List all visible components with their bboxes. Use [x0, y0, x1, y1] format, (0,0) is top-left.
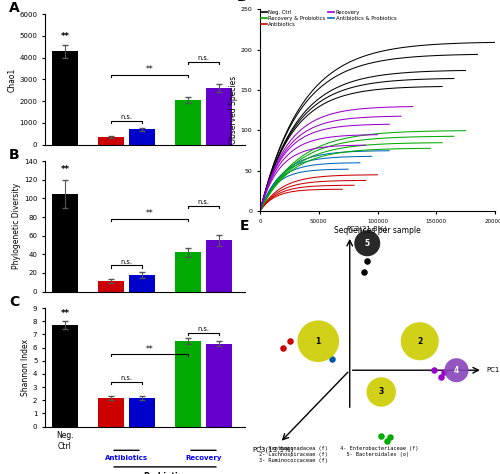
- Bar: [98, 281, 124, 292]
- Text: PC3(13.9%): PC3(13.9%): [252, 447, 294, 453]
- Text: **: **: [146, 209, 154, 218]
- Text: **: **: [146, 65, 154, 74]
- Text: **: **: [146, 345, 154, 354]
- Point: [437, 374, 445, 381]
- Text: n.s.: n.s.: [120, 259, 132, 265]
- Bar: [206, 240, 232, 292]
- Bar: [98, 137, 124, 145]
- Y-axis label: Shannon Index: Shannon Index: [21, 339, 30, 396]
- Bar: [129, 275, 155, 292]
- Y-axis label: Observed Species: Observed Species: [229, 76, 238, 144]
- Bar: [52, 325, 78, 427]
- Text: B: B: [9, 147, 20, 162]
- Bar: [175, 341, 201, 427]
- Point: [386, 434, 394, 441]
- Text: n.s.: n.s.: [198, 55, 209, 61]
- Point: [360, 268, 368, 276]
- Point: [363, 258, 371, 265]
- Point: [440, 368, 448, 376]
- Point: [430, 366, 438, 374]
- Text: Recovery: Recovery: [185, 455, 222, 461]
- Point: [378, 388, 386, 396]
- Text: **: **: [60, 165, 70, 174]
- Text: 1- Xanthamonadacea (f)    4- Enterobacteriaceae (f)
2- Lachnospiraceae (f)      : 1- Xanthamonadacea (f) 4- Enterobacteria…: [259, 446, 418, 463]
- Bar: [206, 88, 232, 145]
- Text: n.s.: n.s.: [120, 375, 132, 381]
- Bar: [175, 100, 201, 145]
- Y-axis label: Chao1: Chao1: [8, 67, 16, 91]
- Point: [286, 337, 294, 345]
- Text: A: A: [9, 0, 20, 15]
- Bar: [129, 398, 155, 427]
- Text: 5: 5: [364, 239, 370, 248]
- Text: C: C: [9, 295, 19, 309]
- Point: [279, 345, 287, 352]
- Text: PC2(21.8%): PC2(21.8%): [346, 226, 387, 232]
- Legend: Neg. Ctrl, Recovery & Probiotics, Antibiotics, Recovery, Antibiotics & Probiotic: Neg. Ctrl, Recovery & Probiotics, Antibi…: [260, 10, 396, 27]
- Text: 3: 3: [378, 387, 384, 396]
- Text: E: E: [240, 219, 250, 233]
- Text: n.s.: n.s.: [120, 114, 132, 120]
- Text: Probiotics: Probiotics: [143, 472, 187, 474]
- Bar: [175, 252, 201, 292]
- X-axis label: Sequences per sample: Sequences per sample: [334, 227, 421, 236]
- Text: n.s.: n.s.: [198, 199, 209, 205]
- Point: [416, 337, 424, 345]
- Point: [378, 432, 386, 439]
- Point: [452, 366, 460, 374]
- Point: [314, 337, 322, 345]
- Text: Antibiotics: Antibiotics: [105, 455, 148, 461]
- Text: 1: 1: [316, 337, 321, 346]
- Text: D: D: [236, 0, 248, 4]
- Text: PC1(24.4%): PC1(24.4%): [486, 367, 500, 374]
- Y-axis label: Phylogenetic Diversity: Phylogenetic Diversity: [12, 183, 21, 269]
- Point: [363, 239, 371, 247]
- Point: [382, 437, 390, 445]
- Bar: [52, 194, 78, 292]
- Text: 2: 2: [417, 337, 422, 346]
- Text: n.s.: n.s.: [198, 327, 209, 332]
- Bar: [129, 129, 155, 145]
- Bar: [206, 344, 232, 427]
- Text: 4: 4: [454, 366, 459, 375]
- Bar: [52, 51, 78, 145]
- Text: **: **: [60, 309, 70, 318]
- Point: [328, 356, 336, 363]
- Bar: [98, 398, 124, 427]
- Text: **: **: [60, 32, 70, 41]
